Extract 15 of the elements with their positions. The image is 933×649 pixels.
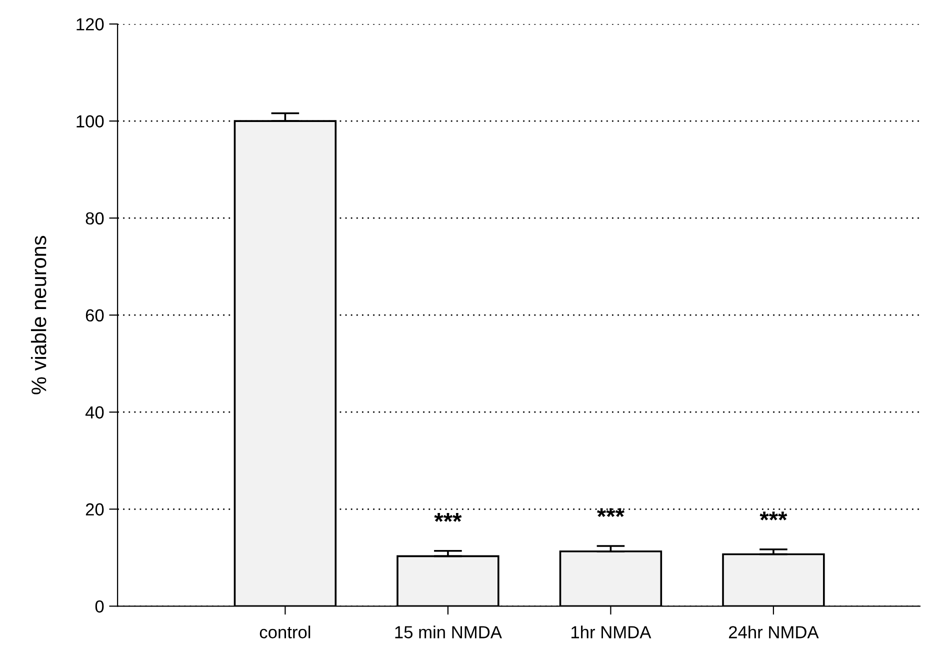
x-tick-label: 1hr NMDA — [572, 626, 652, 638]
y-tick-label: 60 — [86, 309, 104, 322]
y-tick-label: 120 — [76, 18, 104, 30]
x-tick-label: 15 min NMDA — [395, 626, 502, 638]
x-tick-label: 24hr NMDA — [728, 626, 819, 638]
y-tick-label: 0 — [95, 600, 104, 613]
y-tick-label: 80 — [86, 212, 104, 225]
data-label: *** — [760, 512, 788, 520]
y-tick-label: 20 — [86, 503, 104, 516]
x-tick-label: control — [260, 626, 310, 638]
data-label: *** — [434, 513, 462, 522]
data-label: *** — [596, 508, 624, 517]
y-axis-title: % viable neurons — [30, 236, 46, 394]
y-tick-label: 40 — [85, 406, 104, 419]
y-tick-label: 100 — [76, 115, 104, 128]
